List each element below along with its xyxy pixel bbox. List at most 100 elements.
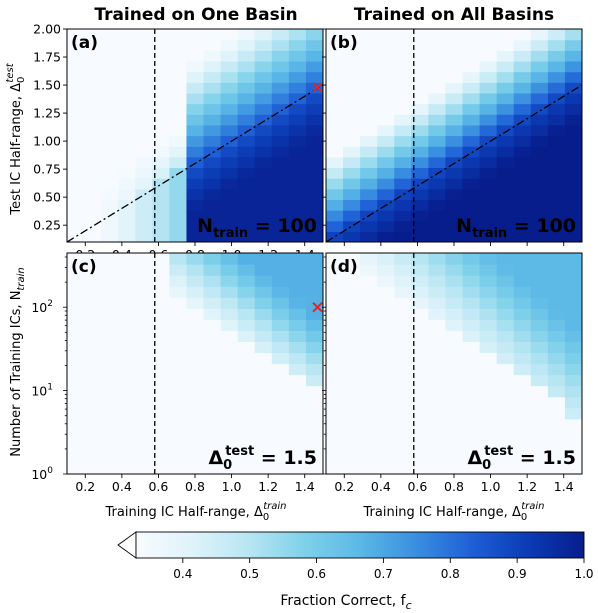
heatmap-cell bbox=[254, 385, 273, 398]
heatmap-cell bbox=[496, 341, 515, 354]
heatmap-cell bbox=[220, 39, 239, 51]
heatmap-cell bbox=[411, 114, 429, 126]
heatmap-cell bbox=[84, 253, 102, 265]
heatmap-cell bbox=[254, 319, 273, 331]
heatmap-cell bbox=[411, 308, 429, 320]
heatmap-cell bbox=[496, 451, 515, 464]
heatmap-cell bbox=[394, 407, 412, 420]
heatmap-cell bbox=[479, 396, 498, 409]
heatmap-cell bbox=[186, 29, 205, 41]
heatmap-cell bbox=[237, 264, 256, 276]
heatmap-cell bbox=[462, 330, 481, 342]
heatmap-cell bbox=[186, 178, 205, 190]
heatmap-cell bbox=[220, 396, 239, 409]
heatmap-cell bbox=[254, 374, 273, 387]
heatmap-cell bbox=[220, 231, 239, 242]
heatmap-cell bbox=[186, 407, 205, 420]
heatmap-cell bbox=[530, 462, 549, 474]
heatmap-cell bbox=[305, 319, 323, 331]
heatmap-cell bbox=[203, 264, 222, 276]
heatmap-cell bbox=[394, 135, 412, 147]
heatmap-cell bbox=[237, 82, 256, 94]
heatmap-cell bbox=[428, 29, 447, 41]
heatmap-cell bbox=[220, 60, 239, 73]
heatmap-cell bbox=[152, 407, 170, 420]
heatmap-cell bbox=[445, 188, 464, 200]
heatmap-cell bbox=[445, 462, 464, 474]
heatmap-cell bbox=[305, 39, 323, 51]
heatmap-cell bbox=[169, 178, 188, 190]
heatmap-cell bbox=[360, 178, 378, 190]
heatmap-cell bbox=[462, 156, 481, 169]
heatmap-cell bbox=[547, 462, 566, 474]
heatmap-cell bbox=[101, 462, 119, 474]
heatmap-cell bbox=[237, 124, 256, 137]
heatmap-cell bbox=[220, 462, 239, 474]
heatmap-cell bbox=[479, 146, 498, 158]
heatmap-cell bbox=[394, 103, 412, 115]
heatmap-cell bbox=[394, 429, 412, 442]
heatmap-cell bbox=[220, 124, 239, 137]
heatmap-cell bbox=[564, 429, 582, 442]
heatmap-cell bbox=[101, 178, 119, 190]
heatmap-cell bbox=[288, 231, 307, 242]
heatmap-cell bbox=[462, 396, 481, 409]
heatmap-cell bbox=[135, 71, 153, 83]
heatmap-cell bbox=[547, 167, 566, 179]
heatmap-cell bbox=[479, 297, 498, 309]
heatmap-cell bbox=[305, 199, 323, 211]
heatmap-cell bbox=[186, 396, 205, 409]
heatmap-cell bbox=[67, 188, 85, 200]
heatmap-cell bbox=[237, 210, 256, 222]
heatmap-cell bbox=[496, 352, 515, 365]
heatmap-cell bbox=[169, 363, 188, 376]
heatmap-cell bbox=[254, 352, 273, 365]
heatmap-cell bbox=[67, 363, 85, 376]
heatmap-cell bbox=[152, 146, 170, 158]
heatmap-cell bbox=[118, 352, 136, 365]
heatmap-cell bbox=[530, 188, 549, 200]
heatmap-cell bbox=[237, 231, 256, 242]
heatmap-cell bbox=[377, 286, 395, 298]
heatmap-cell bbox=[305, 374, 323, 387]
panel-annotation: Δ0test = 1.5 bbox=[467, 444, 576, 473]
heatmap-cell bbox=[411, 231, 429, 242]
heatmap-cell bbox=[288, 135, 307, 147]
heatmap-cell bbox=[169, 462, 188, 474]
heatmap-cell bbox=[118, 29, 136, 41]
heatmap-cell bbox=[169, 451, 188, 464]
heatmap-cell bbox=[101, 440, 119, 453]
heatmap-cell bbox=[564, 103, 582, 115]
heatmap-cell bbox=[271, 429, 290, 442]
heatmap-cell bbox=[513, 462, 532, 474]
heatmap-cell bbox=[462, 341, 481, 354]
heatmap-cell bbox=[530, 103, 549, 115]
heatmap-cell bbox=[479, 188, 498, 200]
heatmap-cell bbox=[513, 146, 532, 158]
heatmap-cell bbox=[101, 330, 119, 342]
heatmap-cell bbox=[118, 264, 136, 276]
heatmap-cell bbox=[547, 135, 566, 147]
heatmap-cell bbox=[530, 440, 549, 453]
heatmap-cell bbox=[428, 264, 447, 276]
heatmap-cell bbox=[547, 199, 566, 211]
heatmap-cell bbox=[135, 124, 153, 137]
heatmap-cell bbox=[118, 308, 136, 320]
y-axis-label-top: Test IC Half-range, Δ0test bbox=[5, 62, 27, 215]
heatmap-cell bbox=[84, 297, 102, 309]
y-tick-label: 1.25 bbox=[33, 106, 61, 121]
heatmap-cell bbox=[462, 451, 481, 464]
heatmap-cell bbox=[169, 114, 188, 126]
heatmap-cell bbox=[462, 135, 481, 147]
heatmap-cell bbox=[479, 103, 498, 115]
heatmap-cell bbox=[462, 188, 481, 200]
heatmap-cell bbox=[564, 396, 582, 409]
heatmap-cell bbox=[203, 363, 222, 376]
heatmap-cell bbox=[513, 297, 532, 309]
heatmap-cell bbox=[496, 330, 515, 342]
heatmap-cell bbox=[169, 82, 188, 94]
heatmap-cell bbox=[564, 407, 582, 420]
heatmap-cell bbox=[343, 199, 361, 211]
heatmap-cell bbox=[360, 82, 378, 94]
colorbar-tick-label: 0.5 bbox=[240, 567, 259, 581]
